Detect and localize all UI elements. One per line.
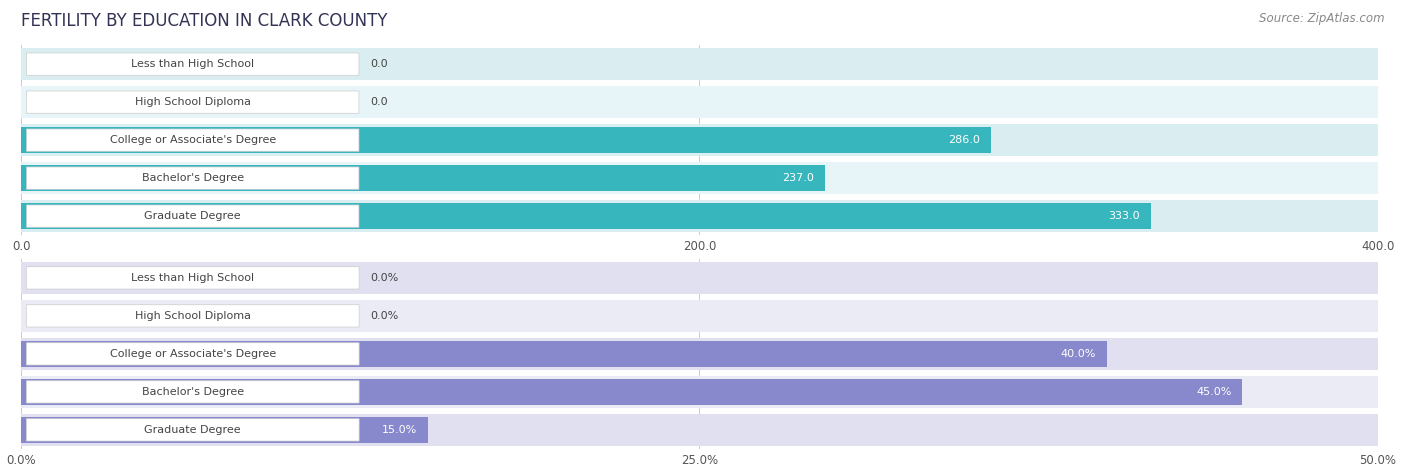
Text: 15.0%: 15.0% (382, 425, 418, 435)
Text: 286.0: 286.0 (949, 135, 980, 145)
Text: High School Diploma: High School Diploma (135, 311, 250, 321)
FancyBboxPatch shape (27, 381, 359, 403)
Text: Bachelor's Degree: Bachelor's Degree (142, 173, 243, 183)
FancyBboxPatch shape (27, 91, 359, 113)
Text: 0.0: 0.0 (370, 59, 388, 69)
FancyBboxPatch shape (21, 338, 1378, 370)
Text: 45.0%: 45.0% (1197, 387, 1232, 397)
FancyBboxPatch shape (21, 200, 1378, 232)
Text: Less than High School: Less than High School (131, 273, 254, 283)
Text: 0.0%: 0.0% (370, 311, 398, 321)
Text: College or Associate's Degree: College or Associate's Degree (110, 135, 276, 145)
Text: College or Associate's Degree: College or Associate's Degree (110, 349, 276, 359)
Text: 333.0: 333.0 (1108, 211, 1140, 221)
FancyBboxPatch shape (21, 379, 1241, 405)
FancyBboxPatch shape (27, 205, 359, 227)
FancyBboxPatch shape (21, 86, 1378, 118)
FancyBboxPatch shape (21, 165, 825, 191)
FancyBboxPatch shape (21, 203, 1150, 229)
FancyBboxPatch shape (27, 343, 359, 365)
Text: FERTILITY BY EDUCATION IN CLARK COUNTY: FERTILITY BY EDUCATION IN CLARK COUNTY (21, 12, 388, 30)
FancyBboxPatch shape (27, 129, 359, 151)
FancyBboxPatch shape (27, 305, 359, 327)
Text: Bachelor's Degree: Bachelor's Degree (142, 387, 243, 397)
Text: 0.0%: 0.0% (370, 273, 398, 283)
FancyBboxPatch shape (21, 124, 1378, 156)
FancyBboxPatch shape (21, 300, 1378, 332)
FancyBboxPatch shape (27, 167, 359, 189)
FancyBboxPatch shape (21, 414, 1378, 446)
FancyBboxPatch shape (21, 48, 1378, 80)
Text: Graduate Degree: Graduate Degree (145, 211, 240, 221)
Text: High School Diploma: High School Diploma (135, 97, 250, 107)
Text: Graduate Degree: Graduate Degree (145, 425, 240, 435)
Text: 40.0%: 40.0% (1060, 349, 1095, 359)
FancyBboxPatch shape (27, 267, 359, 289)
FancyBboxPatch shape (21, 262, 1378, 294)
Text: Source: ZipAtlas.com: Source: ZipAtlas.com (1260, 12, 1385, 25)
Text: 237.0: 237.0 (782, 173, 814, 183)
Text: Less than High School: Less than High School (131, 59, 254, 69)
FancyBboxPatch shape (21, 341, 1107, 367)
FancyBboxPatch shape (21, 376, 1378, 408)
FancyBboxPatch shape (21, 162, 1378, 194)
FancyBboxPatch shape (21, 417, 427, 443)
FancyBboxPatch shape (27, 419, 359, 441)
FancyBboxPatch shape (21, 127, 991, 153)
FancyBboxPatch shape (27, 53, 359, 75)
Text: 0.0: 0.0 (370, 97, 388, 107)
